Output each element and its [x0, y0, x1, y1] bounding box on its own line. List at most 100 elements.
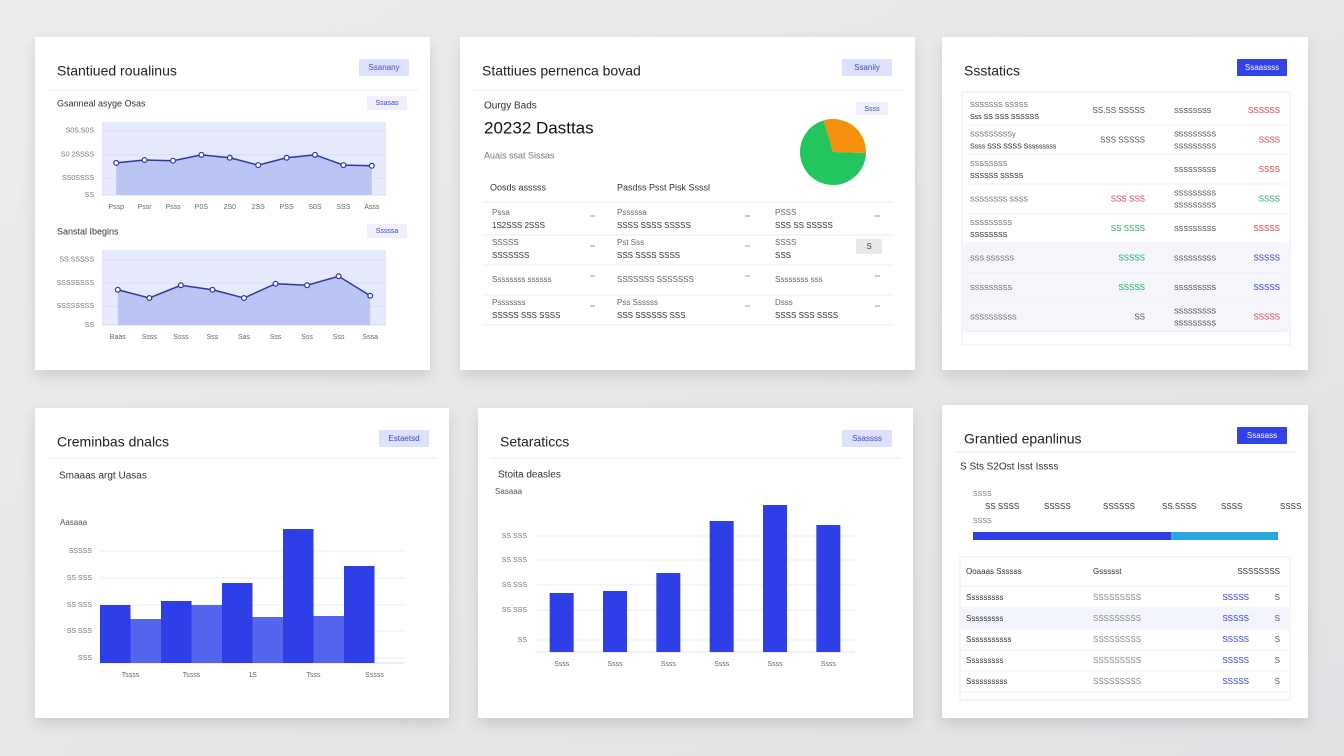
table-cell: 1S2SSS 2SSS — [492, 221, 545, 230]
table-cell: SSSSSSS SSSSSSS — [617, 275, 694, 284]
list-name: SSSSSSSSS — [970, 285, 1012, 292]
x-tick-label: Sss — [301, 334, 313, 341]
label: Ourgy Bads — [484, 101, 537, 112]
table-header: Ooaaas Ssssss — [966, 567, 1022, 576]
button[interactable] — [842, 430, 892, 447]
x-tick-label: Tssss — [183, 672, 201, 679]
x-tick-label: Tssss — [122, 672, 140, 679]
table-cell: Sssssssss — [966, 656, 1003, 665]
card-title: Setaraticcs — [500, 434, 569, 450]
table-cell: SSSSSSS — [492, 251, 529, 260]
list-amount: SSSSSS — [1248, 106, 1280, 115]
table-cell: SSSSS — [1222, 677, 1249, 686]
bar — [222, 583, 253, 663]
table-cell: Sssssssss — [966, 593, 1003, 602]
axis-label: Aasaaa — [60, 518, 88, 527]
y-tick-label: SSSSS — [69, 548, 93, 555]
table-cell: S — [1275, 614, 1280, 623]
x-tick-label: Pssr — [138, 204, 153, 211]
bar — [130, 619, 161, 663]
button-label: Ssaniiy — [854, 63, 880, 72]
table-cell: SSSSS — [492, 238, 519, 247]
x-tick-label: 2S0 — [224, 204, 237, 211]
line-point — [241, 295, 248, 302]
button-label: Ssassss — [852, 434, 882, 443]
line-point — [283, 154, 290, 161]
tag-label: Sssssa — [376, 228, 399, 235]
table-cell: Sssssssssss — [966, 635, 1011, 644]
list-label: SSSSSSSSS — [1174, 308, 1216, 315]
list-label: SSSSSSSSS — [1174, 285, 1216, 292]
button[interactable] — [842, 59, 892, 76]
table-cell: Pssa — [492, 208, 510, 217]
table-cell: SSSS SSSS SSSSS — [617, 221, 691, 230]
table-cell: SSSSS SSS SSSS — [492, 311, 560, 320]
bar — [549, 593, 574, 652]
line-point — [340, 162, 347, 169]
bar — [161, 601, 192, 663]
pie-slice — [823, 118, 866, 153]
table-cell: SSSSSSSSS — [1093, 635, 1141, 644]
table-cell: S — [1275, 593, 1280, 602]
row-button[interactable] — [856, 239, 882, 254]
button[interactable] — [379, 430, 429, 447]
card — [942, 405, 1308, 718]
list-label: SSSSSSSSS — [1174, 320, 1216, 327]
table-cell: Psssssa — [617, 208, 647, 217]
button[interactable] — [1237, 59, 1287, 76]
pie-slice — [800, 120, 866, 185]
table-cell: Sssssssss — [966, 614, 1003, 623]
tag-label: Ssasas — [376, 100, 399, 107]
y-tick-label: SSSSSSSS — [57, 280, 95, 287]
x-tick-label: 2SS — [252, 204, 266, 211]
table-header: Pasdss Psst Pisk Ssssl — [617, 182, 710, 192]
table-header: Gssssst — [1093, 567, 1122, 576]
list-value: SS — [1134, 313, 1145, 322]
line-point — [209, 286, 216, 293]
y-tick-label: SS SSS — [502, 607, 528, 614]
row-highlight — [963, 273, 1289, 302]
x-tick-label: Pssp — [108, 204, 124, 211]
label: SSSS — [973, 518, 992, 525]
list-name: SSSSSSSS — [970, 232, 1008, 239]
list-amount: SSSSS — [1253, 224, 1280, 233]
table-cell: SSS SS SSSSS — [775, 221, 833, 230]
y-tick-label: SS — [518, 637, 528, 644]
table-cell: Pss Ssssss — [617, 298, 658, 307]
table-cell: SSSSSSSSS — [1093, 614, 1141, 623]
bar — [603, 591, 627, 652]
y-tick-label: SS SSS — [67, 575, 93, 582]
bar — [191, 605, 222, 663]
y-tick-label: SS — [85, 192, 95, 199]
bar — [100, 605, 131, 663]
x-tick-label: P0S — [195, 204, 209, 211]
bar — [252, 617, 283, 663]
x-tick-label: Sss — [207, 334, 219, 341]
card-title: Grantied epanlinus — [964, 431, 1082, 447]
tag-label: Ssss — [864, 106, 880, 113]
button[interactable] — [1237, 427, 1287, 444]
bar — [709, 521, 734, 652]
progress-segment — [973, 532, 1172, 540]
row-highlight — [963, 302, 1289, 332]
y-tick-label: SS — [85, 322, 95, 329]
bar — [313, 616, 344, 663]
x-tick-label: Tsss — [307, 672, 322, 679]
line-area — [116, 154, 372, 195]
card — [478, 408, 913, 718]
list-value: SSS SSSSS — [1100, 136, 1145, 145]
list-value: SSSSS — [1118, 283, 1145, 292]
table-cell: SSSSSSSSS — [1093, 677, 1141, 686]
list-name: SSSSSSSS — [970, 161, 1008, 168]
table-cell: SSSSS — [1222, 635, 1249, 644]
row-highlight — [963, 243, 1289, 273]
list-name: Sss SS SSS SSSSSS — [970, 114, 1039, 121]
line-point — [114, 286, 121, 293]
y-tick-label: SS SSS — [502, 582, 528, 589]
list-amount: SSSS — [1259, 165, 1280, 174]
x-tick-label: Ssss — [767, 661, 783, 668]
button[interactable] — [359, 59, 409, 76]
chart-subtitle: Sanstal Ibegins — [57, 226, 119, 236]
list-frame — [961, 91, 1291, 346]
